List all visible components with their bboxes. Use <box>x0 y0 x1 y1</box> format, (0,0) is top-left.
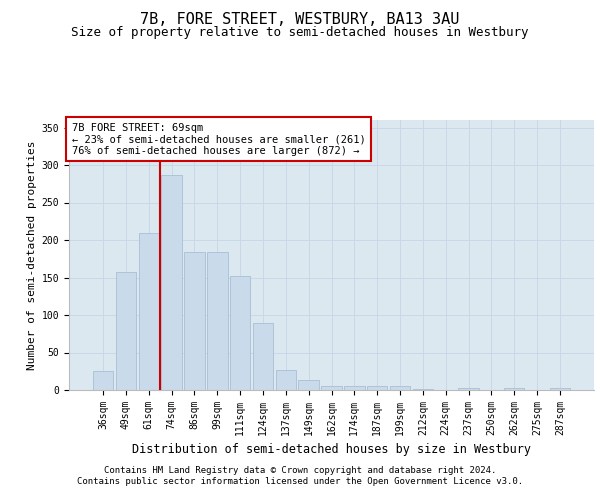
Bar <box>116 272 136 390</box>
Bar <box>321 386 342 390</box>
Bar <box>207 252 227 390</box>
Bar <box>230 276 250 390</box>
Text: 7B FORE STREET: 69sqm
← 23% of semi-detached houses are smaller (261)
76% of sem: 7B FORE STREET: 69sqm ← 23% of semi-deta… <box>71 122 365 156</box>
Bar <box>253 322 273 390</box>
Bar <box>413 388 433 390</box>
Bar <box>139 232 159 390</box>
Bar <box>275 370 296 390</box>
Text: Contains HM Land Registry data © Crown copyright and database right 2024.: Contains HM Land Registry data © Crown c… <box>104 466 496 475</box>
Text: Size of property relative to semi-detached houses in Westbury: Size of property relative to semi-detach… <box>71 26 529 39</box>
Y-axis label: Number of semi-detached properties: Number of semi-detached properties <box>28 140 37 370</box>
Bar <box>390 386 410 390</box>
Text: Contains public sector information licensed under the Open Government Licence v3: Contains public sector information licen… <box>77 478 523 486</box>
Bar <box>93 371 113 390</box>
Bar <box>184 252 205 390</box>
Bar <box>504 388 524 390</box>
Bar <box>550 388 570 390</box>
Bar <box>344 386 365 390</box>
Bar <box>458 388 479 390</box>
Bar <box>161 175 182 390</box>
Text: 7B, FORE STREET, WESTBURY, BA13 3AU: 7B, FORE STREET, WESTBURY, BA13 3AU <box>140 12 460 28</box>
X-axis label: Distribution of semi-detached houses by size in Westbury: Distribution of semi-detached houses by … <box>132 444 531 456</box>
Bar <box>298 380 319 390</box>
Bar <box>367 386 388 390</box>
